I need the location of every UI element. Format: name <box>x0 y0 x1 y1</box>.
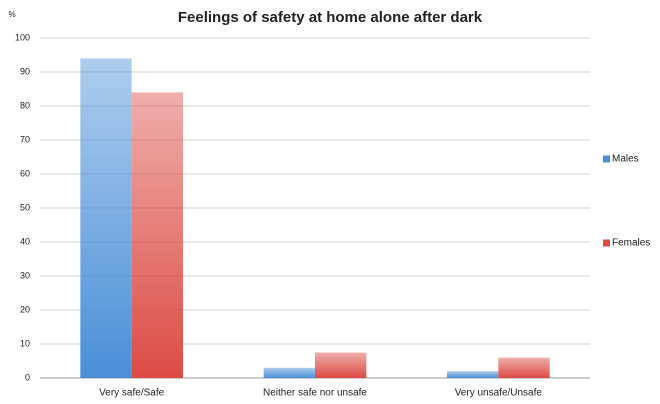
bar <box>315 352 367 378</box>
bar <box>447 371 499 378</box>
x-tick-label: Very safe/Safe <box>99 388 164 399</box>
chart-title: Feelings of safety at home alone after d… <box>178 9 483 26</box>
y-axis-label: % <box>8 10 15 19</box>
x-tick-label: Very unsafe/Unsafe <box>455 388 543 399</box>
y-tick-label: 20 <box>20 304 30 314</box>
y-tick-label: 30 <box>20 270 30 280</box>
x-tick-label: Neither safe nor unsafe <box>263 388 367 399</box>
y-tick-label: 10 <box>20 338 30 348</box>
y-tick-label: 80 <box>20 100 30 110</box>
legend-label: Males <box>612 154 639 165</box>
bar <box>498 357 550 378</box>
y-tick-label: 70 <box>20 134 30 144</box>
y-tick-label: 100 <box>15 32 30 42</box>
legend-swatch <box>603 155 610 163</box>
bar <box>263 367 315 378</box>
y-tick-label: 90 <box>20 66 30 76</box>
legend-label: Females <box>612 238 650 249</box>
legend-swatch <box>603 239 610 247</box>
y-tick-label: 60 <box>20 168 30 178</box>
y-tick-label: 0 <box>25 372 30 382</box>
bar <box>80 58 132 379</box>
y-tick-label: 50 <box>20 202 30 212</box>
bar <box>131 92 183 379</box>
y-tick-label: 40 <box>20 236 30 246</box>
